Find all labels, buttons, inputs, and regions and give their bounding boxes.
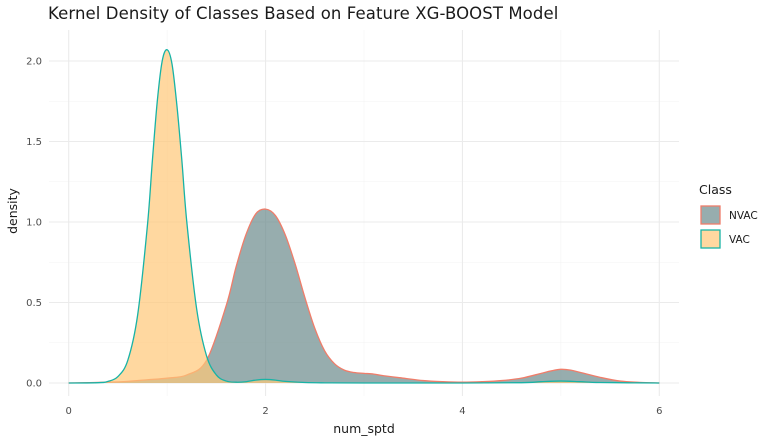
legend-title: Class xyxy=(699,182,732,197)
y-tick-label: 1.0 xyxy=(26,218,42,229)
y-tick-label: 0.0 xyxy=(26,379,42,390)
density-areas xyxy=(68,49,660,384)
y-tick-label: 0.5 xyxy=(26,298,42,309)
density-line-vac xyxy=(68,49,660,384)
x-tick-label: 6 xyxy=(656,406,662,417)
x-tick-label: 4 xyxy=(459,406,465,417)
x-tick-label: 2 xyxy=(262,406,268,417)
legend: Class NVAC VAC xyxy=(699,182,758,249)
chart-title: Kernel Density of Classes Based on Featu… xyxy=(48,4,559,23)
x-axis-title: num_sptd xyxy=(333,421,395,436)
legend-label-nvac: NVAC xyxy=(729,210,758,222)
y-tick-label: 1.5 xyxy=(26,137,42,148)
density-line-nvac xyxy=(68,208,660,384)
x-tick-label: 0 xyxy=(66,406,72,417)
legend-key-nvac xyxy=(700,205,721,225)
y-axis-ticks: 0.0 0.5 1.0 1.5 2.0 xyxy=(26,57,42,390)
y-tick-label: 2.0 xyxy=(26,57,42,68)
x-axis-ticks: 0 2 4 6 xyxy=(66,406,663,417)
density-area-nvac xyxy=(68,209,660,383)
y-axis-title: density xyxy=(5,187,20,233)
legend-key-vac xyxy=(700,229,721,249)
legend-label-vac: VAC xyxy=(729,234,750,246)
